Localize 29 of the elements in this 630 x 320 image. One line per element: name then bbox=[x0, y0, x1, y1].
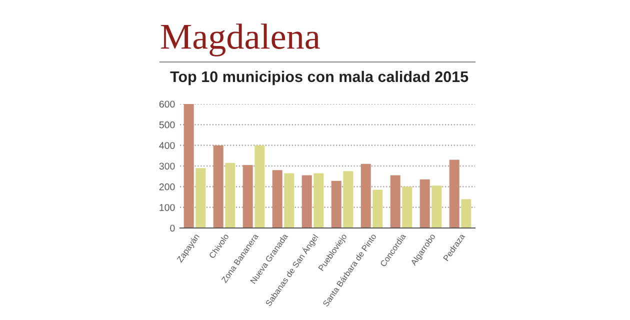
y-tick-label: 200 bbox=[159, 183, 175, 190]
bar bbox=[449, 160, 460, 228]
chart-title: Magdalena bbox=[161, 24, 320, 56]
bar bbox=[284, 173, 294, 228]
y-tick-label: 600 bbox=[159, 100, 175, 108]
bar bbox=[372, 190, 383, 228]
bar bbox=[331, 180, 342, 228]
y-tick-label: 500 bbox=[159, 121, 175, 128]
bar bbox=[225, 162, 236, 228]
bar bbox=[272, 170, 282, 228]
y-tick-label: 300 bbox=[159, 162, 175, 170]
bar bbox=[420, 179, 430, 228]
chart-subtitle: Top 10 municipios con mala calidad 2015 bbox=[170, 70, 468, 86]
bar bbox=[302, 175, 312, 228]
y-tick-label: 100 bbox=[160, 204, 175, 211]
bar bbox=[402, 186, 412, 228]
bar bbox=[254, 145, 265, 228]
bar bbox=[461, 199, 472, 228]
y-tick-label: 400 bbox=[159, 142, 175, 149]
bar bbox=[432, 186, 442, 228]
bar bbox=[360, 164, 371, 228]
bar bbox=[314, 173, 324, 228]
bar bbox=[213, 145, 224, 228]
bar bbox=[242, 164, 253, 228]
bar bbox=[184, 104, 194, 228]
bar bbox=[343, 171, 354, 228]
y-tick-label: 0 bbox=[170, 224, 175, 232]
bar bbox=[196, 168, 206, 228]
bar bbox=[390, 175, 400, 228]
